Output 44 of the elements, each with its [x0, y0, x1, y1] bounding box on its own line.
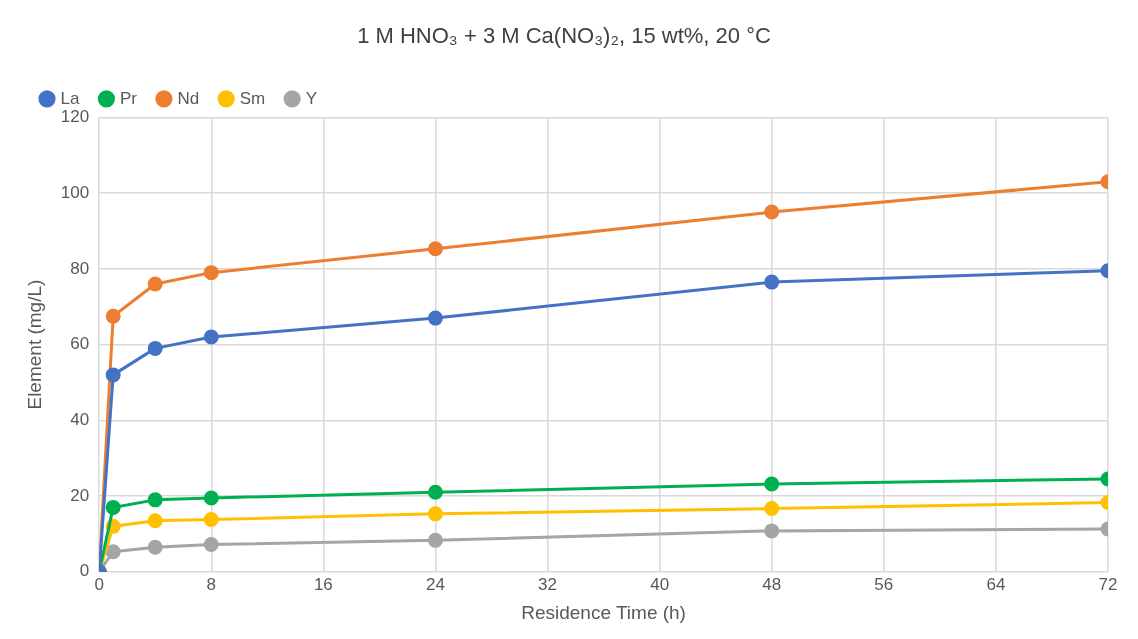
x-tick-label: 64: [986, 574, 1006, 594]
x-tick-label: 16: [313, 574, 333, 594]
y-tick-label: 60: [70, 334, 90, 354]
y-tick-label: 20: [70, 485, 90, 505]
x-tick-label: 48: [762, 574, 782, 594]
x-tick-label: 32: [538, 574, 557, 594]
y-tick-label: 40: [70, 410, 90, 430]
point: [105, 367, 121, 383]
chart-title: 1 M HNO₃ + 3 M Ca(NO₃)₂, 15 wt%, 20 °C: [357, 23, 771, 49]
legend-label: Pr: [119, 88, 138, 108]
point: [147, 539, 163, 555]
legend-label: Nd: [177, 88, 200, 108]
point: [427, 484, 443, 500]
point: [147, 340, 163, 356]
legend-label: Sm: [239, 88, 266, 108]
point: [427, 506, 443, 522]
x-axis-title: Residence Time (h): [521, 601, 686, 623]
point: [105, 544, 121, 560]
point: [203, 537, 219, 553]
x-tick-label: 0: [94, 574, 104, 594]
point: [147, 492, 163, 508]
point: [427, 241, 443, 257]
y-axis-title: Element (mg/L): [23, 279, 45, 410]
y-tick-label: 100: [60, 182, 90, 202]
point: [105, 499, 121, 515]
legend-label: La: [60, 88, 80, 108]
legend-label: Y: [305, 88, 317, 108]
x-tick-label: 8: [206, 574, 216, 594]
x-tick-label: 40: [650, 574, 670, 594]
point: [147, 513, 163, 529]
x-tick-label: 56: [874, 574, 894, 594]
point: [203, 265, 219, 281]
y-tick-label: 80: [70, 258, 90, 278]
y-tick-label: 0: [79, 561, 90, 581]
point: [147, 276, 163, 292]
x-tick-label: 72: [1098, 574, 1118, 594]
point: [203, 329, 219, 345]
point: [203, 512, 219, 528]
point: [203, 490, 219, 506]
point: [427, 310, 443, 326]
point: [427, 532, 443, 548]
y-tick-label: 120: [60, 107, 90, 127]
x-tick-label: 24: [425, 574, 445, 594]
point: [105, 308, 121, 324]
